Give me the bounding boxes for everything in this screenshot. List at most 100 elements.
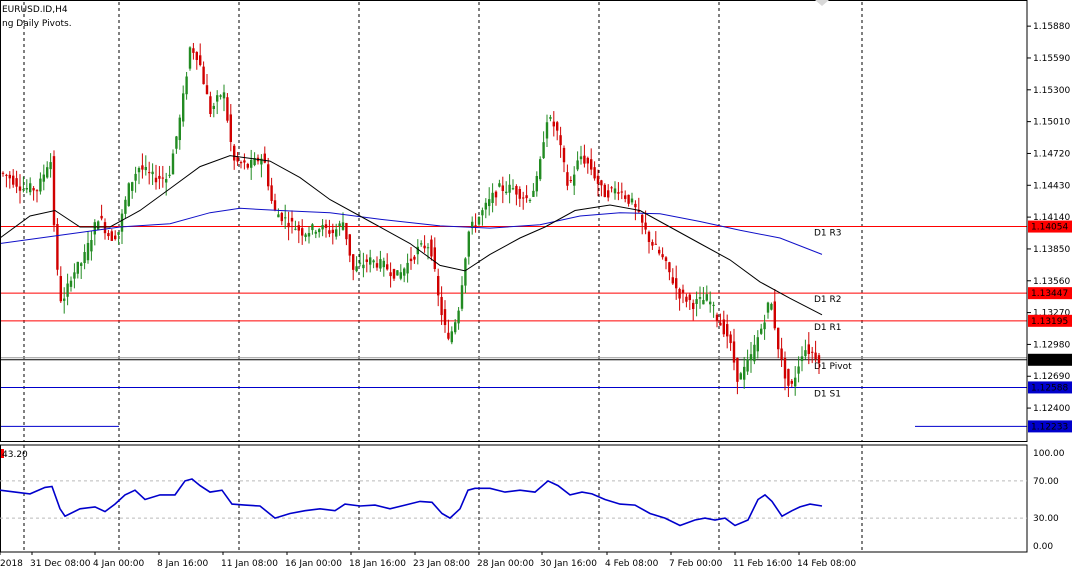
candle-body xyxy=(559,135,562,146)
candle-body xyxy=(678,288,681,299)
candle-body xyxy=(732,341,736,363)
candle-body xyxy=(1,172,5,174)
candle-body xyxy=(335,229,338,237)
candle-body xyxy=(600,180,603,186)
candle-body xyxy=(175,136,178,149)
candle-body xyxy=(165,179,168,183)
candle-body xyxy=(386,264,389,270)
candle-body xyxy=(52,156,56,226)
time-tick-label: 28 Jan 00:00 xyxy=(477,559,534,569)
candle-body xyxy=(148,172,151,174)
candle-body xyxy=(797,366,800,374)
candle-body xyxy=(692,302,695,310)
pivot-label: D1 R2 xyxy=(814,295,842,305)
chart-title: EURUSD.ID,H4 xyxy=(2,5,68,15)
candle-body xyxy=(226,97,229,121)
candle-body xyxy=(318,229,321,233)
candle-body xyxy=(627,194,630,204)
price-tick-label: 1.15300 xyxy=(1033,86,1070,96)
price-tick-label: 1.13850 xyxy=(1033,245,1070,255)
candle-body xyxy=(185,76,188,95)
candle-body xyxy=(42,174,45,182)
candle-body xyxy=(501,185,504,191)
candle-body xyxy=(277,214,280,218)
candle-body xyxy=(593,167,596,179)
indicator-label: ng Daily Pivots. xyxy=(2,19,72,29)
candle-body xyxy=(379,259,382,269)
candle-body xyxy=(603,184,606,198)
price-tag xyxy=(1028,220,1072,233)
candle-body xyxy=(433,247,436,270)
candle-body xyxy=(8,174,11,179)
rsi-tick-label: 0.00 xyxy=(1033,542,1053,552)
moving-averages xyxy=(0,155,823,316)
candle-body xyxy=(216,95,219,102)
candle-body xyxy=(539,159,542,180)
candle-body xyxy=(437,276,440,296)
candle-body xyxy=(715,314,719,321)
candle-body xyxy=(688,294,691,301)
candle-body xyxy=(794,377,797,387)
candle-body xyxy=(590,159,593,170)
candle-body xyxy=(756,337,759,352)
time-tick-label: 2018 xyxy=(0,559,23,569)
price-tick-label: 1.13270 xyxy=(1033,309,1070,319)
candle-body xyxy=(729,334,732,344)
candle-body xyxy=(471,221,474,229)
candle-body xyxy=(630,198,634,203)
candle-body xyxy=(698,297,702,299)
candle-body xyxy=(365,259,368,262)
candle-body xyxy=(736,357,739,382)
candle-body xyxy=(464,258,467,286)
candle-body xyxy=(304,234,307,238)
candle-body xyxy=(32,188,35,191)
candle-body xyxy=(423,245,426,249)
candle-body xyxy=(100,215,103,219)
candle-body xyxy=(753,344,756,362)
candle-body xyxy=(56,224,59,270)
candle-body xyxy=(144,166,147,171)
candle-body xyxy=(355,266,358,272)
candle-body xyxy=(352,254,355,270)
candle-body xyxy=(97,221,100,230)
candle-body xyxy=(522,197,525,199)
candle-body xyxy=(610,187,613,189)
time-tick-label: 11 Jan 08:00 xyxy=(221,559,278,569)
time-tick-label: 8 Jan 16:00 xyxy=(157,559,209,569)
candle-body xyxy=(569,180,572,182)
time-axis: 2018 31 Dec 08:00 4 Jan 00:00 8 Jan 16:00 11… xyxy=(0,552,856,569)
candle-body xyxy=(685,296,688,302)
candle-body xyxy=(780,348,783,360)
candle-body xyxy=(15,178,18,187)
rsi-tick-label: 70.00 xyxy=(1033,477,1059,487)
candle-body xyxy=(120,213,124,232)
candle-body xyxy=(586,157,589,164)
candle-body xyxy=(647,231,651,243)
main-frame xyxy=(0,0,1028,442)
candle-body xyxy=(375,263,379,268)
candle-body xyxy=(460,285,464,309)
candle-body xyxy=(773,301,776,329)
price-tag xyxy=(1028,353,1072,366)
candle-body xyxy=(307,233,311,237)
candle-body xyxy=(243,160,246,163)
candle-body xyxy=(195,52,198,61)
candle-body xyxy=(5,174,8,176)
candle-body xyxy=(29,183,32,193)
time-tick-label: 14 Feb 08:00 xyxy=(797,559,856,569)
price-tick-label: 1.12690 xyxy=(1033,372,1070,382)
candle-body xyxy=(556,122,559,131)
candle-body xyxy=(294,228,297,230)
candle-body xyxy=(209,96,212,115)
price-tick-label: 1.15010 xyxy=(1033,118,1070,128)
price-axis: 1.15880 1.15590 1.15300 1.15010 1.14720 1.144… xyxy=(0,0,1072,442)
candle-body xyxy=(766,302,770,313)
candle-body xyxy=(416,246,419,255)
candle-body xyxy=(260,158,263,165)
candle-body xyxy=(324,224,328,228)
candle-body xyxy=(807,344,810,355)
price-tag xyxy=(1028,381,1072,394)
candle-body xyxy=(637,209,640,212)
candle-body xyxy=(110,231,113,241)
